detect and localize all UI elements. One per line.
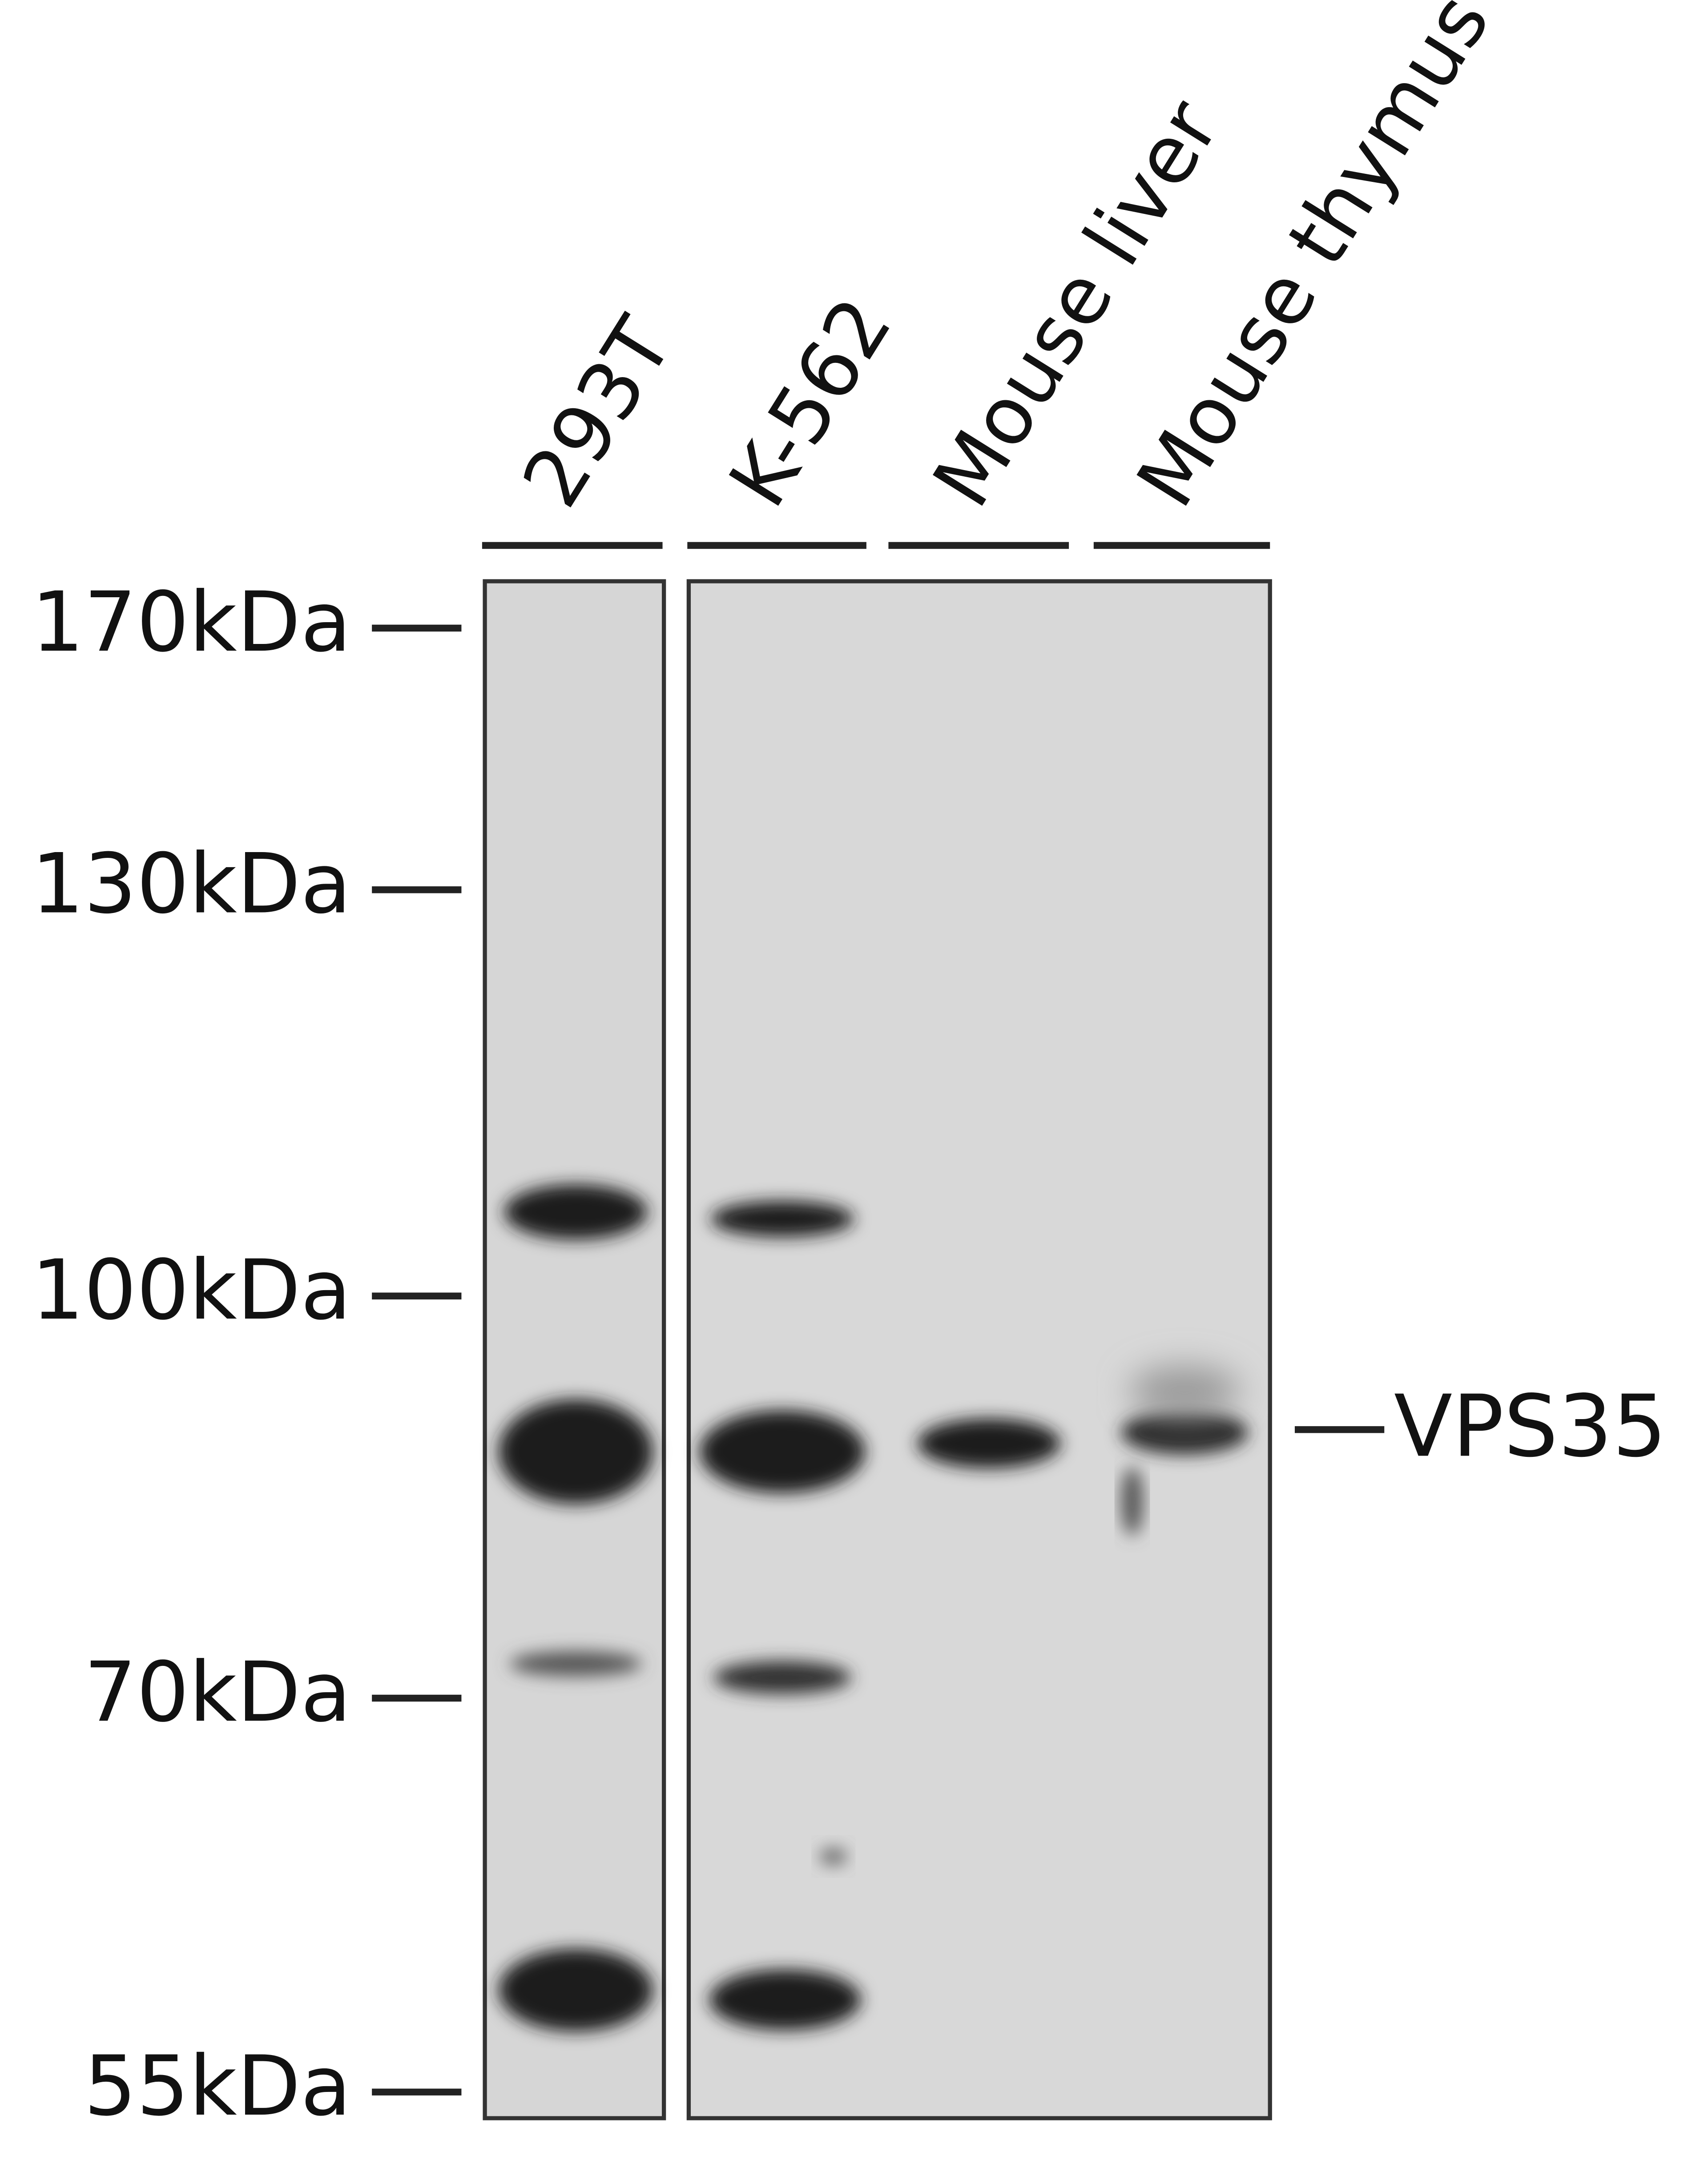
marker-label: 55kDa bbox=[84, 2038, 351, 2134]
marker-label: 100kDa bbox=[32, 1242, 351, 1338]
target-label: VPS35 bbox=[1394, 1377, 1667, 1476]
blot-panel bbox=[686, 579, 1272, 2120]
lane-labels: 293T K-562 Mouse liver Mouse thymus bbox=[505, 0, 1507, 523]
marker-label: 130kDa bbox=[32, 836, 351, 932]
bands bbox=[499, 1184, 1248, 2031]
lane-label: 293T bbox=[505, 302, 691, 523]
lane-label: K-562 bbox=[712, 282, 910, 523]
markers: 170kDa 130kDa 100kDa 70kDa 55kDa bbox=[32, 574, 462, 2134]
marker-label: 170kDa bbox=[32, 574, 351, 670]
marker-label: 70kDa bbox=[84, 1644, 351, 1740]
blot-panel bbox=[483, 579, 666, 2120]
lane-label: Mouse thymus bbox=[1119, 0, 1507, 523]
